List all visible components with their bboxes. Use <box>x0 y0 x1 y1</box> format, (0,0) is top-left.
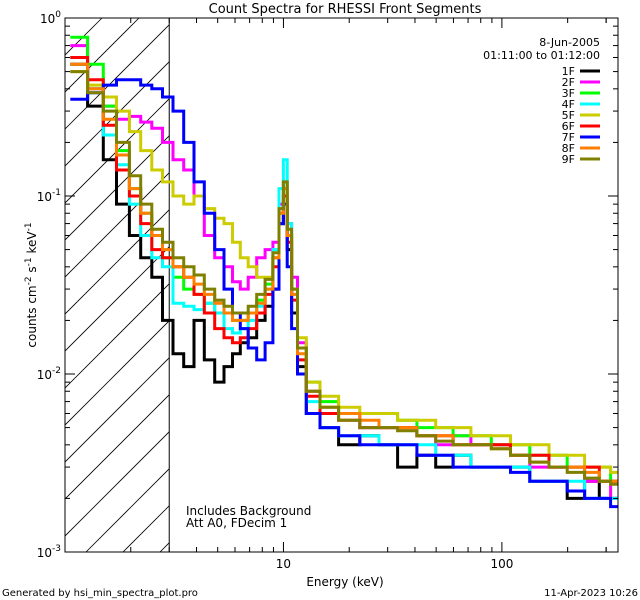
legend-label: 3F <box>562 87 575 100</box>
hatch-line <box>65 18 140 93</box>
chart-title: Count Spectra for RHESSI Front Segments <box>209 2 482 17</box>
y-axis-label: counts cm-2 s-1 keV-1 <box>24 222 39 347</box>
x-tick-label: 100 <box>490 557 513 571</box>
legend-label: 7F <box>562 131 575 144</box>
hatch-line <box>65 431 170 537</box>
footer-generator: Generated by hsi_min_spectra_plot.pro <box>2 588 198 599</box>
hatch-region <box>65 18 170 552</box>
legend-label: 8F <box>562 142 575 155</box>
y-tick-label: 10-1 <box>37 188 61 204</box>
legend-label: 6F <box>562 120 575 133</box>
hatch-line <box>65 394 170 500</box>
x-tick-label: 10 <box>276 557 291 571</box>
legend-label: 5F <box>562 109 575 122</box>
legend-label: 2F <box>562 76 575 89</box>
series-line-7f <box>70 78 618 509</box>
legend-label: 9F <box>562 153 575 166</box>
date-label: 8-Jun-2005 <box>539 36 600 49</box>
legend-label: 4F <box>562 98 575 111</box>
plot-frame <box>64 17 619 553</box>
hatch-line <box>65 283 170 389</box>
legend-label: 1F <box>562 65 575 78</box>
time-range-label: 01:11:00 to 01:12:00 <box>483 49 600 62</box>
hatch-line <box>65 61 170 167</box>
annotation-background: Includes Background <box>186 504 311 518</box>
hatch-line <box>65 98 170 204</box>
x-axis-label: Energy (keV) <box>306 575 383 589</box>
hatch-line <box>65 246 170 352</box>
hatch-line <box>65 135 170 241</box>
info-box: 8-Jun-2005 01:11:00 to 01:12:00 <box>483 36 600 62</box>
series-line-9f <box>70 70 618 486</box>
footer-timestamp: 11-Apr-2023 10:26 <box>544 588 638 599</box>
annotation-attenuator: Att A0, FDecim 1 <box>186 516 287 530</box>
hatch-line <box>65 209 170 315</box>
y-tick-label: 10-2 <box>37 366 61 382</box>
y-tick-label: 10-3 <box>37 544 61 560</box>
y-tick-label: 100 <box>40 10 61 26</box>
